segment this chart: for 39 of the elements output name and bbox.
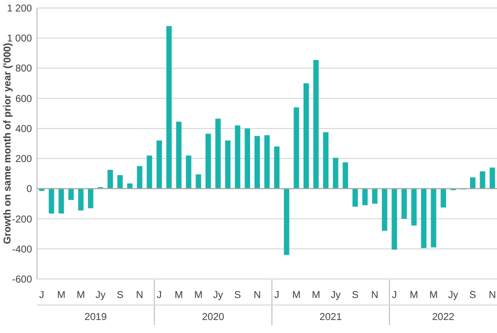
x-tick-label: M <box>76 290 86 301</box>
x-tick-label: M <box>429 290 438 301</box>
y-tick-label: 0 <box>26 184 32 196</box>
y-tick-label: 1 200 <box>6 4 32 14</box>
y-axis-title: Growth on same month of prior year ('000) <box>2 42 14 244</box>
text: 2022 <box>432 312 455 323</box>
y-tick-label: -600 <box>12 274 32 286</box>
y-tick-label: 1 000 <box>6 34 32 45</box>
x-tick-label: S <box>116 290 124 301</box>
x-tick-label: M <box>292 290 301 301</box>
x-tick-label: J <box>156 290 162 301</box>
x-tick-label: J <box>392 290 397 301</box>
x-tick-label: J <box>39 290 44 301</box>
x-tick-label: S <box>469 290 476 301</box>
text: 2020 <box>202 312 225 323</box>
y-tick-label: 800 <box>15 64 32 75</box>
y-tick-label: 400 <box>15 124 32 135</box>
x-tick-label: Jy <box>448 290 458 301</box>
x-tick-label: Jy <box>330 290 341 301</box>
x-tick-label: M <box>57 290 66 301</box>
x-tick-label: N <box>254 290 261 301</box>
text: 2019 <box>84 312 108 323</box>
x-tick-label: N <box>136 290 144 301</box>
x-tick-label: J <box>274 290 280 301</box>
y-tick-label: -400 <box>12 244 32 256</box>
x-tick-label: M <box>410 290 418 301</box>
x-tick-label: M <box>312 290 320 301</box>
x-tick-label: S <box>234 290 242 301</box>
x-tick-label: S <box>352 290 359 301</box>
x-tick-label: N <box>371 290 378 301</box>
y-tick-label: -200 <box>12 214 32 226</box>
x-tick-label: Jy <box>95 290 106 301</box>
x-tick-label: M <box>194 290 203 301</box>
text: 2021 <box>320 312 342 323</box>
y-tick-label: 600 <box>15 94 32 105</box>
x-tick-label: M <box>174 290 183 301</box>
x-tick-label: N <box>488 290 496 301</box>
y-tick-label: 200 <box>15 154 32 166</box>
x-tick-label: Jy <box>213 290 224 301</box>
